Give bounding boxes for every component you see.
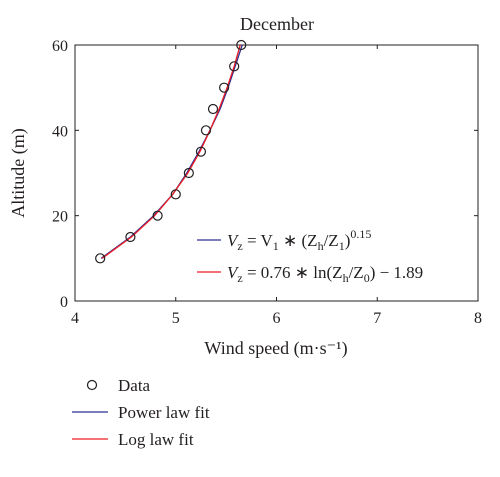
x-tick-label: 7 [373, 310, 381, 327]
y-tick-label: 40 [52, 123, 68, 140]
legend: Data Power law fit Log law fit [72, 376, 210, 449]
x-tick-label: 6 [273, 310, 281, 327]
data-point [195, 146, 207, 157]
series-line-power-law-fit [100, 44, 243, 259]
x-tick-label: 4 [71, 310, 79, 327]
axis-ticks: 4 5 6 7 8 0 20 40 60 [52, 38, 482, 327]
series-line-log-law-fit [101, 44, 241, 259]
x-tick-label: 5 [172, 310, 180, 327]
y-axis-label: Altitude (m) [8, 128, 29, 217]
log-law-equation: Vz = 0.76 ∗ ln(Zh/Z0) − 1.89 [227, 263, 423, 285]
legend-data-marker [86, 379, 98, 391]
data-point [95, 253, 106, 264]
data-point [125, 231, 136, 243]
data-point [183, 167, 194, 179]
data-point [152, 210, 163, 221]
x-tick-label: 8 [474, 310, 482, 327]
data-point [236, 39, 247, 51]
data-point [207, 103, 219, 115]
data-point [229, 61, 240, 72]
legend-power-law-label: Power law fit [118, 403, 210, 422]
chart-title: December [240, 14, 314, 34]
series-group [95, 39, 247, 264]
y-tick-label: 0 [60, 294, 68, 311]
legend-data-label: Data [118, 376, 151, 395]
x-axis-label: Wind speed (m·s⁻¹) [204, 338, 347, 359]
y-tick-label: 20 [52, 209, 68, 226]
data-point [200, 125, 212, 136]
data-point [170, 189, 181, 200]
y-tick-label: 60 [52, 38, 68, 55]
power-law-equation: Vz = V1 ∗ (Zh/Z1)0.15 [227, 227, 371, 253]
data-point [219, 82, 230, 93]
legend-log-law-label: Log law fit [118, 430, 194, 449]
